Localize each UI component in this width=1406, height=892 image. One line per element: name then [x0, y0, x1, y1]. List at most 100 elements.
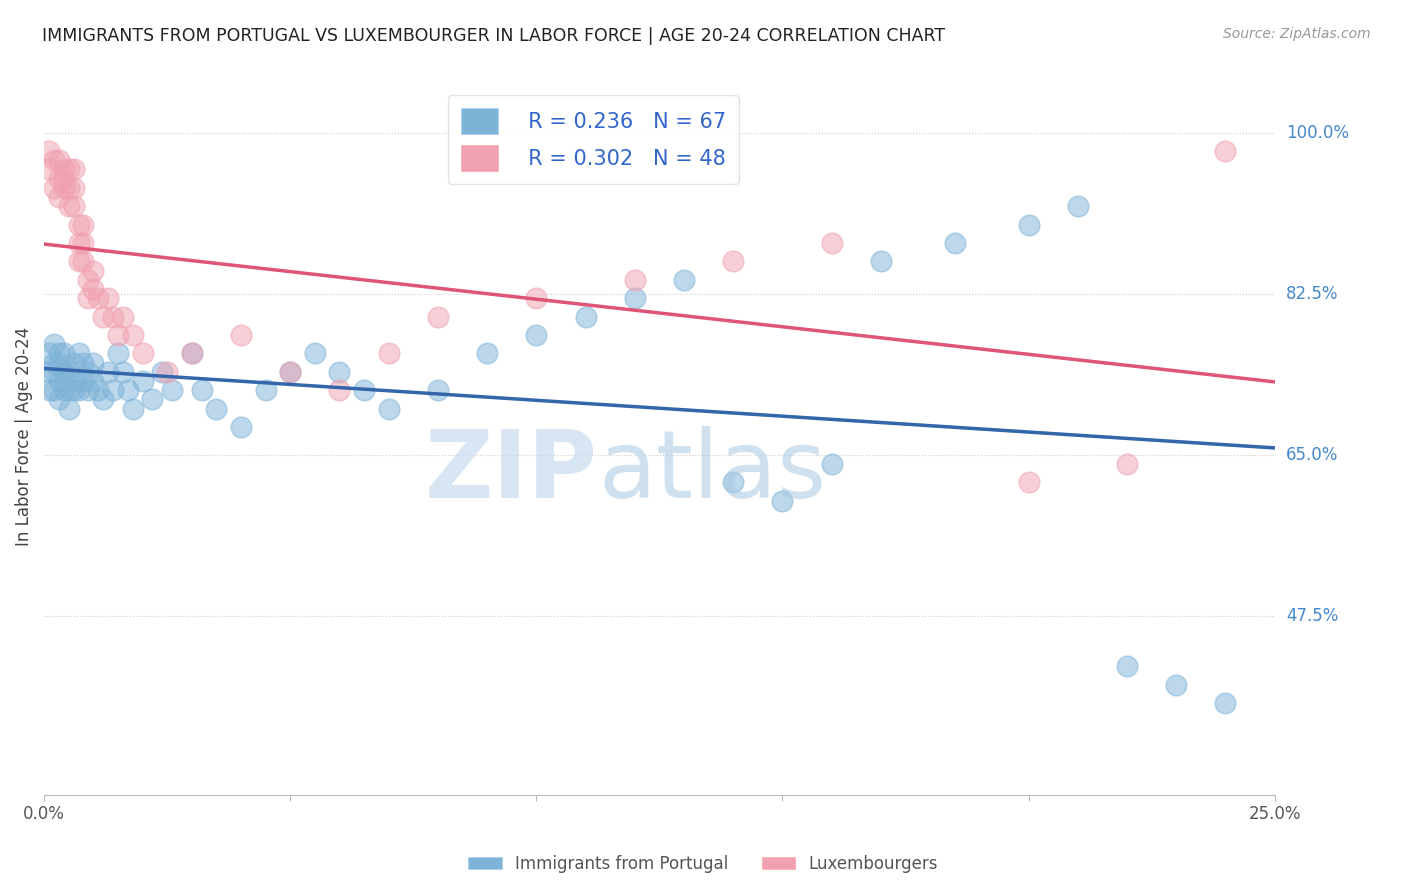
Point — [77, 273, 100, 287]
Point — [52, 384, 75, 398]
Point — [82, 356, 104, 370]
Legend:   R = 0.236   N = 67,   R = 0.302   N = 48: R = 0.236 N = 67, R = 0.302 N = 48 — [449, 95, 738, 184]
Point — [48, 374, 70, 388]
Point — [623, 291, 645, 305]
Text: 100.0%: 100.0% — [1286, 124, 1348, 142]
Point — [574, 310, 596, 324]
Point — [723, 254, 745, 268]
Point — [52, 181, 75, 195]
Point — [42, 181, 65, 195]
Text: 82.5%: 82.5% — [1286, 285, 1339, 302]
Point — [377, 401, 399, 416]
Point — [48, 171, 70, 186]
Point — [772, 493, 794, 508]
Point — [304, 346, 326, 360]
Point — [62, 199, 84, 213]
Point — [38, 346, 60, 360]
Point — [278, 365, 301, 379]
Point — [180, 346, 202, 360]
Point — [58, 199, 80, 213]
Point — [943, 235, 966, 250]
Point — [1215, 696, 1237, 710]
Point — [229, 328, 252, 343]
Point — [58, 181, 80, 195]
Text: Source: ZipAtlas.com: Source: ZipAtlas.com — [1223, 27, 1371, 41]
Text: 65.0%: 65.0% — [1286, 446, 1339, 464]
Point — [52, 365, 75, 379]
Point — [72, 356, 94, 370]
Point — [426, 310, 449, 324]
Point — [1116, 457, 1139, 471]
Point — [67, 384, 90, 398]
Point — [67, 254, 90, 268]
Point — [42, 356, 65, 370]
Point — [821, 457, 844, 471]
Point — [72, 374, 94, 388]
Point — [42, 337, 65, 351]
Point — [38, 162, 60, 177]
Point — [77, 291, 100, 305]
Legend: Immigrants from Portugal, Luxembourgers: Immigrants from Portugal, Luxembourgers — [461, 848, 945, 880]
Point — [48, 153, 70, 168]
Point — [52, 171, 75, 186]
Point — [131, 346, 153, 360]
Point — [42, 365, 65, 379]
Point — [328, 365, 350, 379]
Text: 47.5%: 47.5% — [1286, 607, 1339, 624]
Point — [97, 365, 120, 379]
Point — [1166, 678, 1188, 692]
Point — [87, 291, 110, 305]
Point — [48, 356, 70, 370]
Point — [42, 384, 65, 398]
Point — [353, 384, 375, 398]
Point — [38, 144, 60, 158]
Point — [101, 310, 124, 324]
Point — [723, 475, 745, 490]
Point — [1018, 475, 1040, 490]
Point — [58, 401, 80, 416]
Point — [205, 401, 228, 416]
Point — [48, 190, 70, 204]
Point — [111, 365, 134, 379]
Point — [91, 310, 114, 324]
Point — [190, 384, 212, 398]
Point — [1067, 199, 1090, 213]
Point — [156, 365, 179, 379]
Point — [870, 254, 893, 268]
Point — [77, 365, 100, 379]
Point — [377, 346, 399, 360]
Point — [107, 346, 129, 360]
Point — [72, 235, 94, 250]
Point — [1018, 218, 1040, 232]
Point — [52, 365, 75, 379]
Point — [58, 162, 80, 177]
Point — [141, 392, 163, 407]
Text: atlas: atlas — [598, 426, 827, 518]
Point — [67, 218, 90, 232]
Point — [72, 254, 94, 268]
Y-axis label: In Labor Force | Age 20-24: In Labor Force | Age 20-24 — [15, 326, 32, 546]
Point — [117, 384, 139, 398]
Point — [254, 384, 277, 398]
Point — [52, 162, 75, 177]
Point — [1215, 144, 1237, 158]
Point — [180, 346, 202, 360]
Point — [91, 392, 114, 407]
Point — [52, 346, 75, 360]
Point — [524, 291, 547, 305]
Point — [62, 181, 84, 195]
Point — [42, 153, 65, 168]
Point — [38, 365, 60, 379]
Point — [150, 365, 173, 379]
Point — [623, 273, 645, 287]
Point — [67, 346, 90, 360]
Point — [426, 384, 449, 398]
Point — [38, 384, 60, 398]
Point — [58, 365, 80, 379]
Point — [77, 384, 100, 398]
Point — [821, 235, 844, 250]
Point — [82, 282, 104, 296]
Point — [107, 328, 129, 343]
Point — [72, 218, 94, 232]
Point — [58, 384, 80, 398]
